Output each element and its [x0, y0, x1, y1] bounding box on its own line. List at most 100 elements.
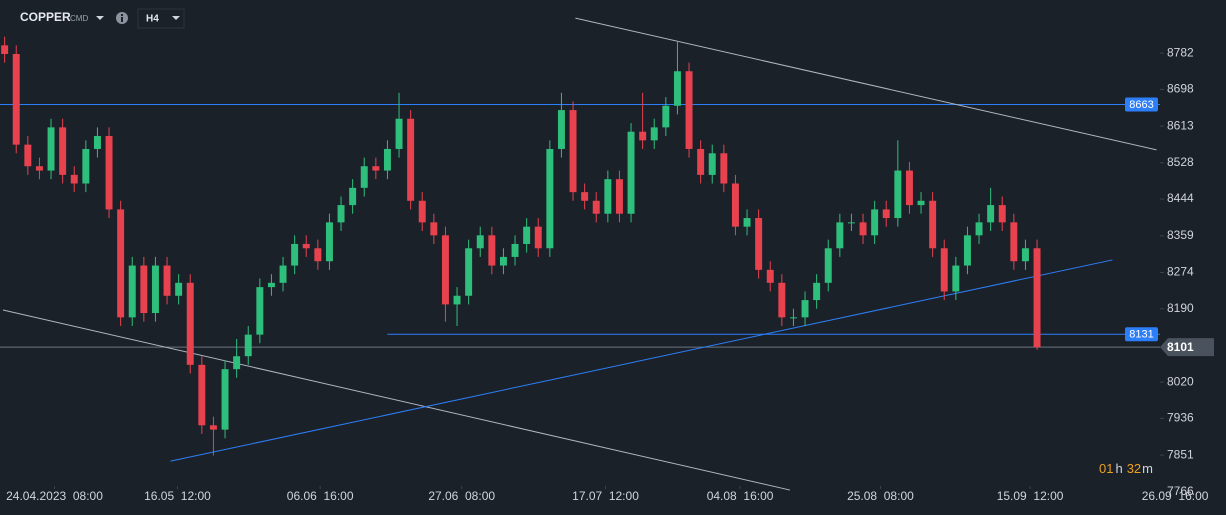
candle-body — [557, 110, 565, 149]
candle-body — [186, 282, 194, 365]
symbol: COPPER — [20, 10, 71, 24]
timeframe-box[interactable] — [137, 8, 185, 29]
candle-body — [198, 364, 206, 426]
candle-body — [1, 45, 9, 54]
last-price-tag — [1160, 338, 1214, 357]
candle-body — [615, 179, 623, 214]
candle-body — [975, 222, 983, 236]
candle-body — [105, 136, 113, 210]
candle-body — [894, 170, 902, 219]
symbol-dropdown[interactable] — [96, 16, 104, 20]
candle-body — [824, 248, 832, 283]
candle-body — [244, 334, 252, 357]
candle-body — [766, 269, 774, 283]
candle-body — [697, 148, 705, 175]
candle-body — [836, 222, 844, 249]
candle-body — [847, 222, 855, 224]
candle-body — [627, 131, 635, 214]
candle-body — [256, 287, 264, 335]
candle-body — [1021, 248, 1029, 262]
countdown: 01 h 32m — [1099, 461, 1153, 476]
candle-body — [998, 205, 1006, 223]
timeframe-dropdown[interactable] — [172, 16, 180, 20]
y-tick-label: 8782 — [1167, 45, 1194, 59]
candle-body — [882, 209, 890, 219]
candle-body — [267, 282, 275, 288]
candle-body — [905, 170, 913, 206]
candle-body — [534, 226, 542, 249]
level-tag — [1125, 97, 1158, 112]
info-icon-dot — [121, 14, 123, 16]
candle-body — [639, 131, 647, 141]
candle-body — [349, 187, 357, 206]
countdown-h: h — [1115, 461, 1122, 476]
candle-body — [755, 218, 763, 270]
y-tick-label: 8444 — [1167, 191, 1194, 205]
candle-body — [476, 235, 484, 249]
candle-body — [82, 148, 90, 184]
y-tick-label: 8359 — [1167, 228, 1194, 242]
y-tick-label: 7936 — [1167, 411, 1194, 425]
candle-body — [128, 265, 136, 318]
y-tick-label: 8698 — [1167, 82, 1194, 96]
y-tick-label: 7851 — [1167, 447, 1194, 461]
candle-body — [488, 235, 496, 266]
candle-body — [569, 110, 577, 193]
candle-body — [360, 166, 368, 188]
candle-body — [511, 243, 519, 257]
candle-body — [523, 226, 531, 244]
y-tick-label: 8020 — [1167, 374, 1194, 388]
candle-body — [233, 356, 241, 370]
x-tick-label: 15.09 12:00 — [997, 489, 1064, 503]
candle-body — [859, 222, 867, 236]
candle-body — [151, 265, 159, 314]
candle-body — [140, 265, 148, 314]
candle-body — [395, 118, 403, 149]
candle-body — [337, 205, 345, 223]
candle-body — [499, 256, 507, 266]
level-tag-label: 8131 — [1129, 329, 1153, 341]
candle-body — [453, 295, 461, 305]
candle-body — [314, 248, 322, 262]
x-tick-label: 24.04.2023 08:00 — [6, 489, 103, 503]
candle-body — [813, 282, 821, 301]
candle-body — [465, 248, 473, 296]
x-tick-label: 16.05 12:00 — [144, 489, 211, 503]
candle-body — [789, 317, 797, 319]
countdown-minutes: 32 — [1127, 461, 1141, 476]
candle-body — [93, 136, 101, 149]
candle-body — [743, 218, 751, 227]
candle-body — [430, 222, 438, 236]
candle-body — [801, 300, 809, 318]
candle-body — [117, 209, 125, 318]
trend-line — [2, 309, 791, 491]
candle-body — [35, 166, 43, 171]
candle-body — [952, 265, 960, 292]
y-tick-label: 8528 — [1167, 155, 1194, 169]
x-tick-label: 27.06 08:00 — [428, 489, 495, 503]
candle-body — [221, 369, 229, 430]
trend-line — [575, 17, 1157, 151]
candle-body — [441, 235, 449, 305]
candle-body — [163, 265, 171, 296]
candle-body — [291, 243, 299, 266]
level-tag-label: 8663 — [1129, 99, 1153, 111]
candle-body — [47, 127, 55, 171]
candle-body — [720, 153, 728, 184]
x-tick-label: 17.07 12:00 — [572, 489, 639, 503]
candle-body — [209, 425, 217, 430]
plot: 8782 8698 8613 8528 8444 8359 8274 8190 8020 7936… — [0, 17, 1214, 503]
candle-body — [963, 235, 971, 266]
candle-body — [871, 209, 879, 236]
info-icon-bar — [121, 17, 123, 22]
candle-body — [604, 179, 612, 214]
x-tick-label: 04.08 16:00 — [707, 489, 774, 503]
countdown-hours: 01 — [1099, 461, 1113, 476]
candle-body — [279, 265, 287, 283]
candle-body — [383, 148, 391, 171]
y-tick-label: 8190 — [1167, 301, 1194, 315]
timeframe: H4 — [146, 14, 159, 25]
